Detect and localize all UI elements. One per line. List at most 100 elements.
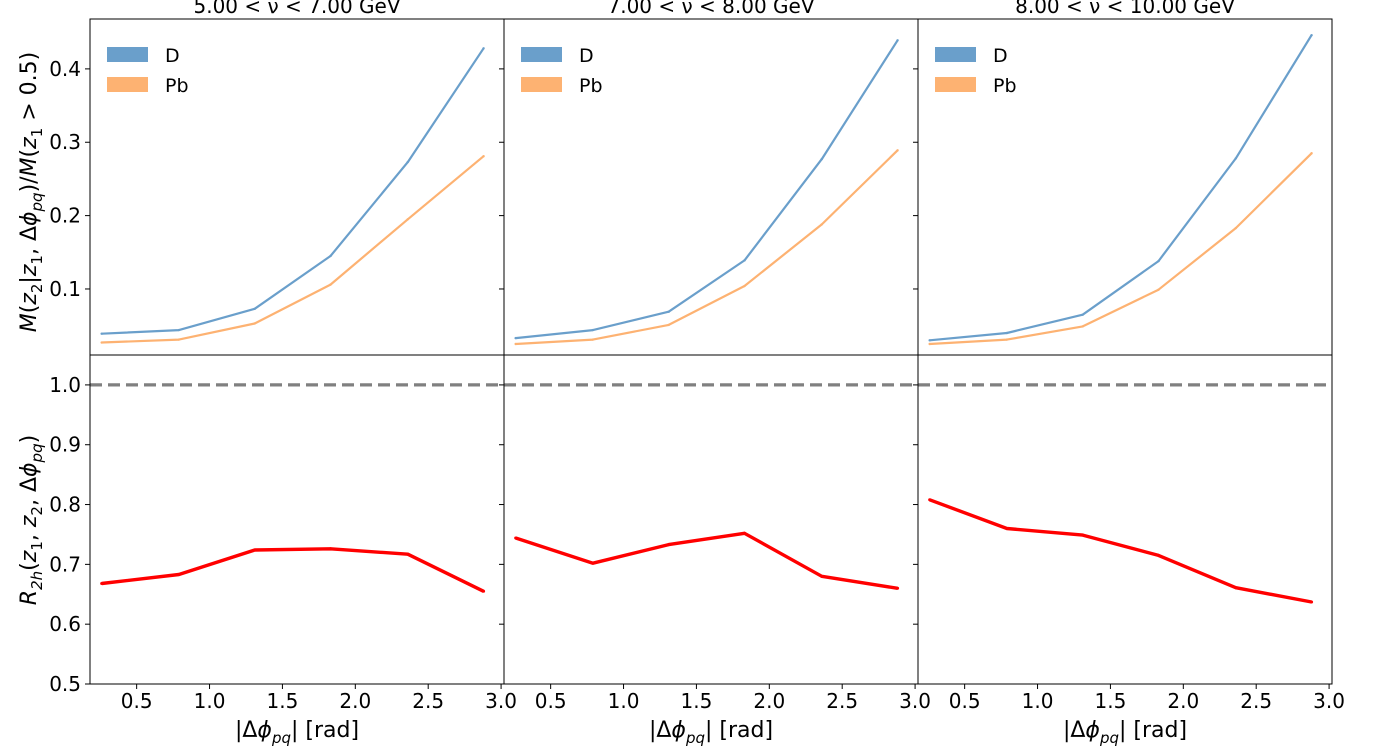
data-point-Pb-6 <box>482 154 485 158</box>
x-axis-label: |Δϕpq| [rad] <box>1063 718 1187 747</box>
top-y-tick-label: 0.2 <box>49 204 81 228</box>
ratio-point-3 <box>667 543 671 547</box>
data-point-D-2 <box>591 328 595 332</box>
data-point-D-6 <box>482 47 485 50</box>
x-tick-label: 2.0 <box>753 689 785 713</box>
data-point-D-6 <box>896 39 899 42</box>
data-point-D-3 <box>253 307 256 310</box>
panel-2: 7.00 < ν < 8.00 GeV D Pb 0.5 1.0 1.5 2.0 2.5 3.0… <box>499 0 931 747</box>
ratio-line <box>515 531 898 590</box>
ratio-point-2 <box>1005 526 1009 530</box>
legend-label-Pb: Pb <box>165 75 189 97</box>
data-point-Pb-1 <box>100 341 103 344</box>
data-point-Pb-3 <box>667 323 670 327</box>
bottom-y-tick-label: 0.5 <box>49 672 81 696</box>
data-point-D-4 <box>1157 259 1160 263</box>
ratio-point-5 <box>820 574 824 578</box>
ratio-point-2 <box>177 573 181 577</box>
x-tick-label: 2.0 <box>339 689 371 713</box>
series-line-D <box>101 47 485 335</box>
series-line-Pb <box>515 149 899 346</box>
data-point-Pb-2 <box>177 338 181 341</box>
x-tick-label: 3.0 <box>899 689 931 713</box>
legend-label-D: D <box>993 45 1008 67</box>
data-point-Pb-3 <box>1081 325 1084 328</box>
ratio-point-4 <box>743 531 747 535</box>
series-line-D <box>929 34 1313 342</box>
legend-label-D: D <box>165 45 180 67</box>
ratio-line <box>929 498 1312 604</box>
data-point-D-6 <box>1310 33 1313 37</box>
x-tick-label: 2.5 <box>1240 689 1272 713</box>
bottom-y-tick-label: 0.6 <box>49 612 81 636</box>
ratio-point-6 <box>482 589 486 593</box>
data-point-D-3 <box>1081 313 1084 316</box>
bottom-axes-frame <box>89 354 505 685</box>
x-tick-label: 0.5 <box>949 689 981 713</box>
ratio-point-1 <box>100 582 104 586</box>
legend: D Pb <box>521 45 603 97</box>
legend-swatch-D <box>935 47 976 62</box>
data-point-D-1 <box>100 332 103 335</box>
data-point-D-2 <box>177 328 181 332</box>
series-line-Pb <box>929 152 1313 346</box>
legend: D Pb <box>935 45 1017 97</box>
top-y-axis-label: M(z2|z1, Δϕpq)/M(z1 > 0.5) <box>17 52 46 333</box>
x-tick-label: 2.5 <box>412 689 444 713</box>
data-point-D-5 <box>1234 157 1237 160</box>
data-point-Pb-4 <box>329 283 332 286</box>
legend-swatch-Pb <box>107 77 148 92</box>
ratio-point-6 <box>896 586 900 590</box>
ratio-point-4 <box>1157 553 1161 557</box>
legend-label-Pb: Pb <box>993 75 1017 97</box>
legend-swatch-Pb <box>935 77 976 92</box>
data-point-D-2 <box>1005 331 1009 335</box>
top-y-tick-label: 0.3 <box>49 130 81 154</box>
ratio-point-1 <box>514 536 518 540</box>
data-point-D-5 <box>406 160 409 164</box>
ratio-point-6 <box>1310 600 1314 604</box>
ratio-point-2 <box>591 561 595 565</box>
data-point-D-4 <box>329 254 332 258</box>
data-point-Pb-4 <box>1157 288 1160 291</box>
data-point-D-1 <box>928 339 931 342</box>
x-tick-label: 0.5 <box>535 689 567 713</box>
series-line-Pb <box>101 155 485 344</box>
legend-label-D: D <box>579 45 594 67</box>
data-point-Pb-1 <box>514 342 517 346</box>
legend-label-Pb: Pb <box>579 75 603 97</box>
data-point-Pb-4 <box>743 284 746 288</box>
x-tick-label: 2.5 <box>826 689 858 713</box>
data-point-Pb-3 <box>253 322 256 325</box>
x-tick-label: 1.0 <box>1022 689 1054 713</box>
bottom-axes-frame <box>503 354 919 685</box>
top-axes-frame <box>503 18 919 356</box>
top-axes-frame <box>917 18 1333 356</box>
bottom-y-tick-label: 1.0 <box>49 373 81 397</box>
series-line-D <box>515 39 899 340</box>
bottom-y-tick-label: 0.8 <box>49 493 81 517</box>
x-axis-label: |Δϕpq| [rad] <box>235 718 359 747</box>
data-point-D-3 <box>667 310 670 313</box>
legend: D Pb <box>107 45 189 97</box>
ratio-point-1 <box>928 498 932 502</box>
x-tick-label: 1.5 <box>681 689 713 713</box>
x-axis-label: |Δϕpq| [rad] <box>649 718 773 747</box>
x-tick-label: 3.0 <box>485 689 517 713</box>
x-tick-label: 1.5 <box>1095 689 1127 713</box>
data-point-Pb-5 <box>1234 226 1237 230</box>
top-y-tick-label: 0.1 <box>49 277 81 301</box>
data-point-Pb-2 <box>591 338 595 341</box>
panel-1: 5.00 < ν < 7.00 GeV D Pb 0.5 1.0 1.5 2.0 2.5 3.0… <box>49 0 517 747</box>
ratio-point-5 <box>406 552 410 556</box>
ratio-line <box>101 547 485 593</box>
x-tick-label: 3.0 <box>1313 689 1345 713</box>
x-tick-label: 2.0 <box>1167 689 1199 713</box>
panel-title: 7.00 < ν < 8.00 GeV <box>607 0 814 18</box>
bottom-axes-frame <box>917 354 1333 685</box>
x-tick-label: 0.5 <box>121 689 153 713</box>
data-point-Pb-6 <box>896 149 899 152</box>
data-point-Pb-6 <box>1310 152 1313 155</box>
data-point-Pb-5 <box>820 223 823 226</box>
